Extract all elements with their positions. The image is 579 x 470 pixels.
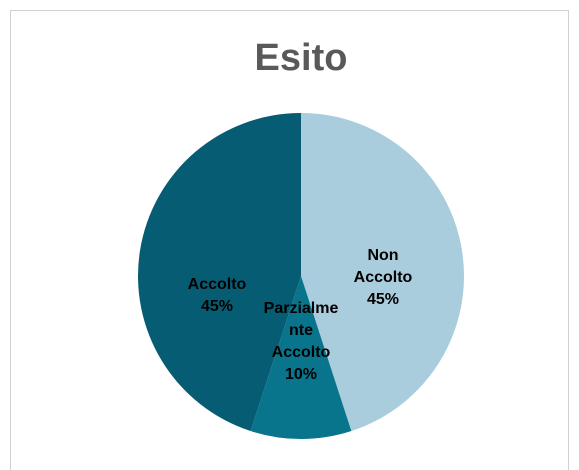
slice-label-line: 45% — [201, 298, 233, 315]
slice-label-line: Accolto — [272, 344, 331, 361]
chart-title: Esito — [255, 37, 348, 79]
slice-label-line: Accolto — [188, 276, 247, 293]
slice-label-line: nte — [289, 322, 313, 339]
slice-label-line: 45% — [367, 291, 399, 308]
slice-label-line: Accolto — [354, 269, 413, 286]
pie-slice-accolto — [137, 113, 301, 432]
slice-label-non-accolto: Non Accolto 45% — [354, 247, 413, 308]
slice-label-line: Non — [367, 247, 398, 264]
slice-label-line: Parzialme — [264, 300, 339, 317]
slice-label-parzialmente-accolto: Parzialme nte Accolto 10% — [264, 300, 339, 383]
slice-label-line: 10% — [285, 366, 317, 383]
pie-slices — [137, 113, 464, 439]
pie-slice-non-accolto — [301, 113, 464, 432]
slice-label-accolto: Accolto 45% — [188, 276, 247, 315]
slice-labels: Non Accolto 45% Parzialme nte Accolto 10% Accol… — [188, 247, 413, 383]
chart-frame — [10, 10, 569, 470]
pie-slice-parzialmente-accolto — [250, 276, 352, 439]
